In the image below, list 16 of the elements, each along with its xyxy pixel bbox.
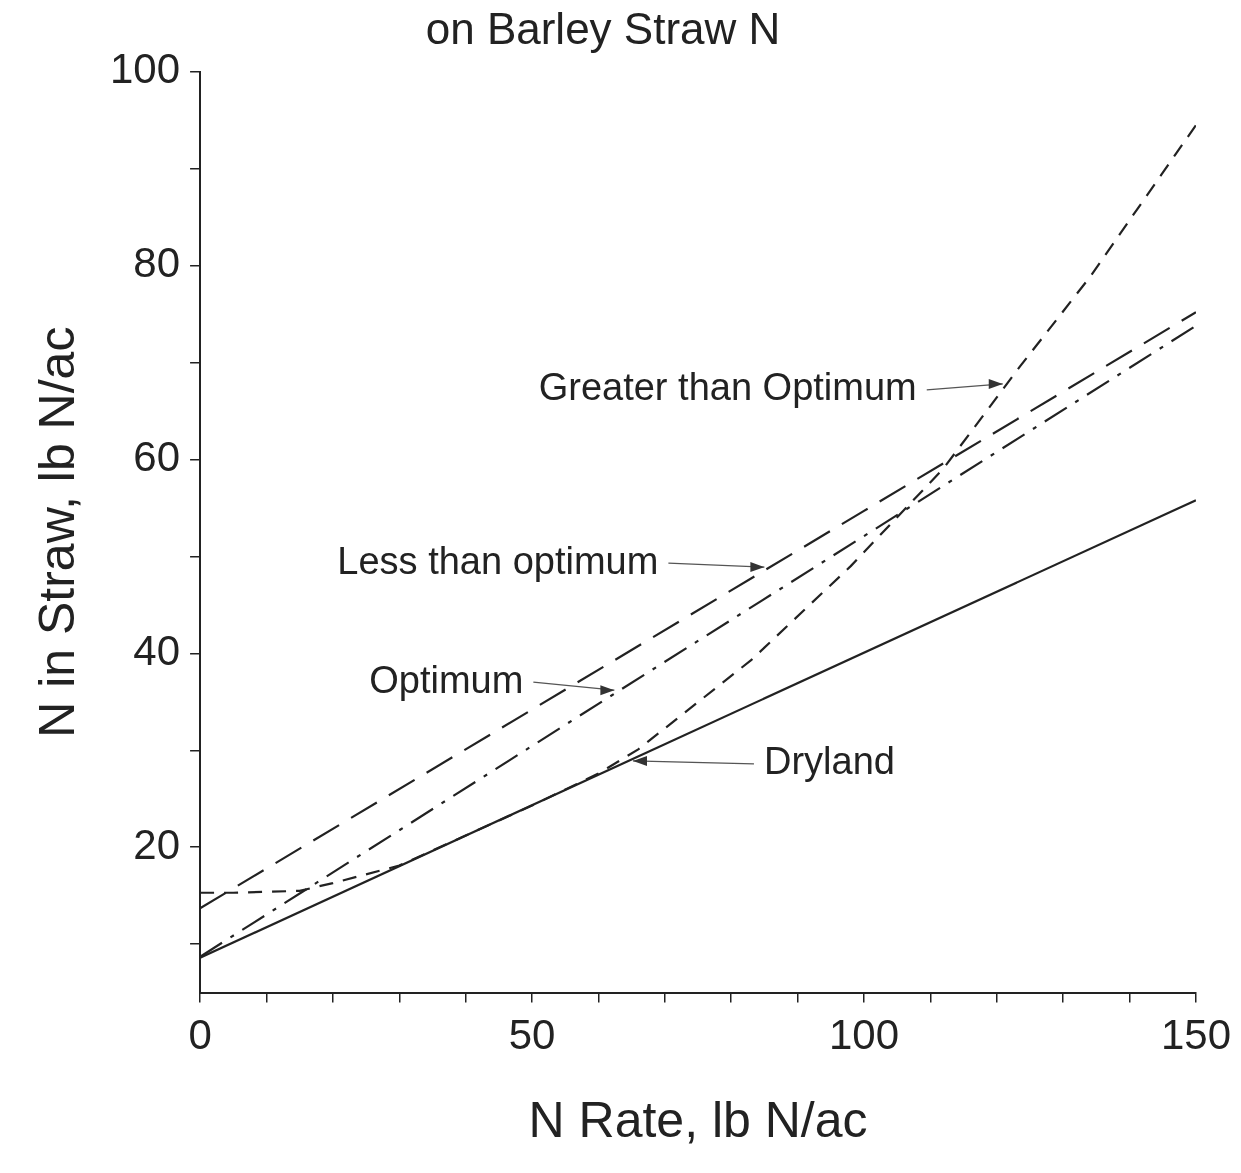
annotation: Dryland — [763, 740, 895, 783]
x-tick-label: 0 — [188, 1011, 212, 1059]
x-tick-label: 150 — [1160, 1011, 1231, 1059]
annotation: Optimum — [369, 658, 524, 701]
y-tick-label: 40 — [133, 626, 181, 674]
x-tick-label: 100 — [828, 1011, 900, 1059]
y-tick-label: 80 — [133, 239, 181, 287]
y-tick-label: 20 — [133, 820, 181, 868]
annotation: Greater than Optimum — [538, 366, 917, 409]
x-axis-title: N Rate, lb N/ac — [528, 1091, 868, 1148]
annotation: Less than optimum — [337, 539, 659, 582]
y-axis-title: N in Straw, lb N/ac — [28, 326, 85, 738]
x-tick-label: 50 — [508, 1011, 556, 1059]
y-tick-label: 60 — [133, 433, 181, 481]
chart-title: on Barley Straw N — [425, 3, 781, 53]
y-tick-label: 100 — [110, 45, 181, 93]
